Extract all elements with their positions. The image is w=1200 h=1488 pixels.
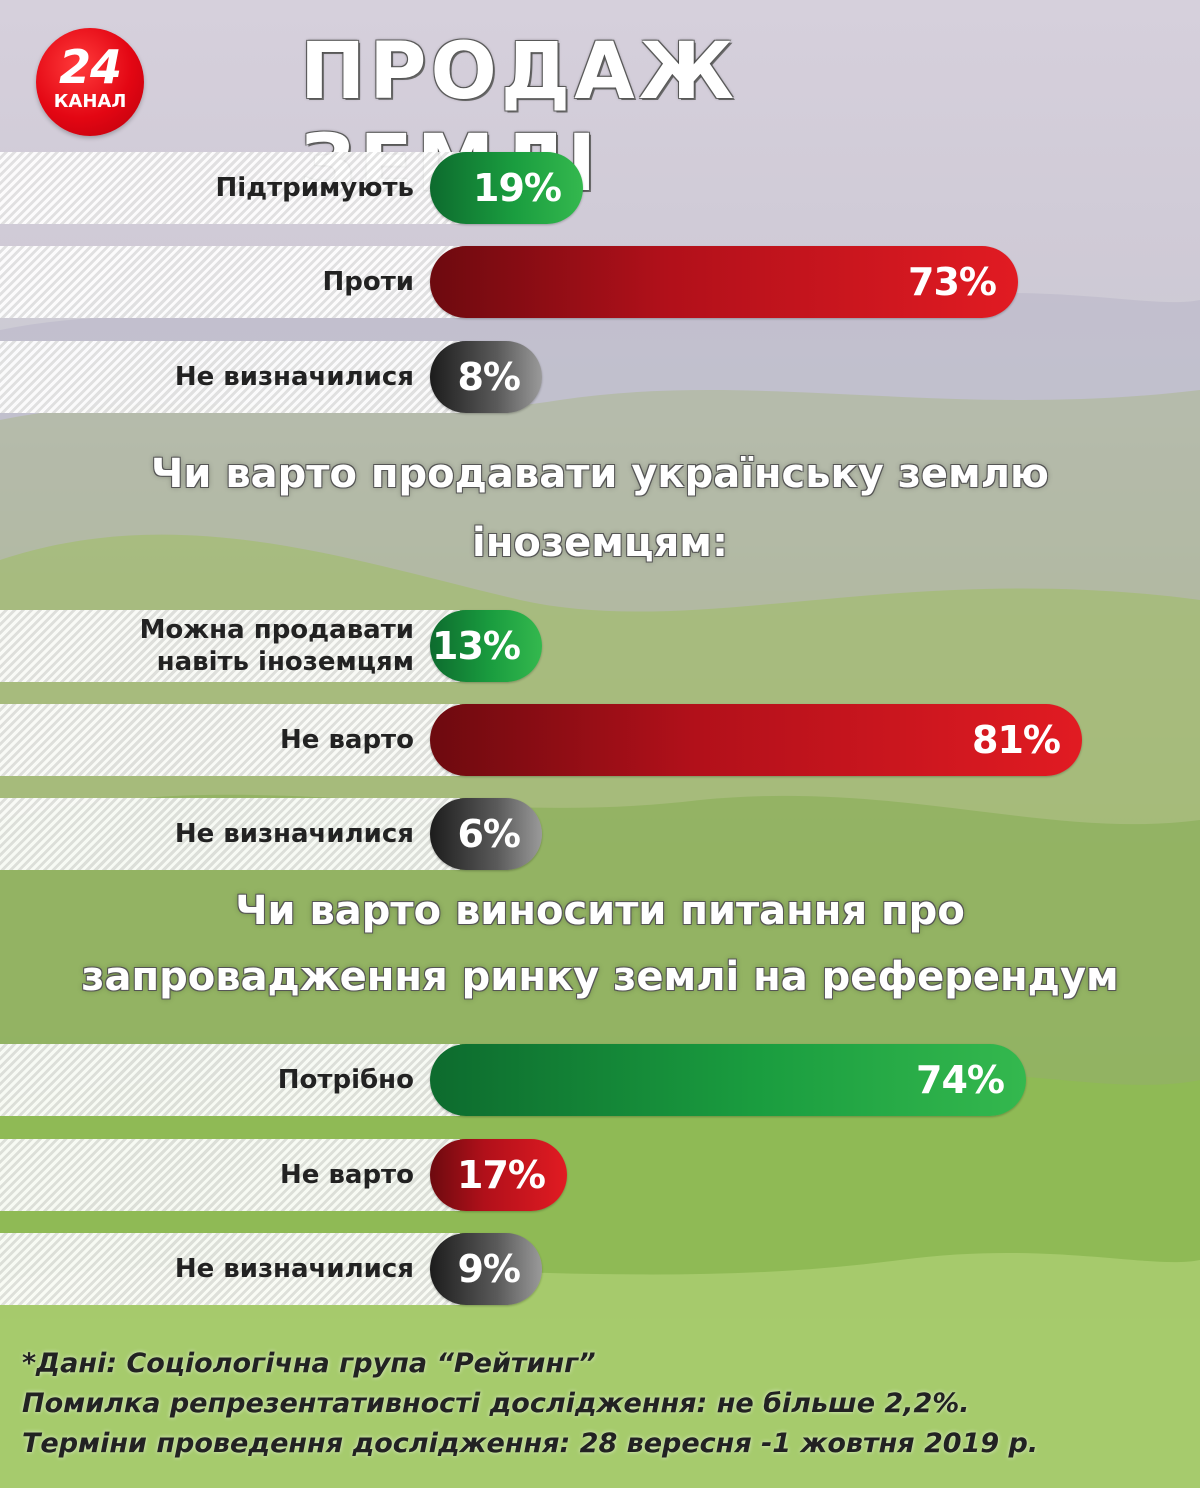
question-heading: Чи варто виносити питання про: [235, 888, 965, 934]
category-label: Не визначилися: [174, 1254, 414, 1284]
question-heading: запровадження ринку землі на референдум: [81, 954, 1119, 1000]
label-stripe: [0, 798, 460, 870]
value-label: 9%: [457, 1247, 521, 1291]
category-label-line: навіть іноземцям: [156, 647, 414, 677]
bar: 17%: [430, 1139, 567, 1211]
label-stripe: [0, 1233, 460, 1305]
bar: 9%: [430, 1233, 542, 1305]
bar-row: Не варто 81%: [0, 704, 1200, 776]
logo-text: КАНАЛ: [53, 91, 127, 112]
bar-row: Не варто 17%: [0, 1139, 1200, 1211]
footnote-line: Помилка репрезентативності дослідження: …: [22, 1388, 970, 1419]
label-stripe: [0, 341, 460, 413]
source-footnote: *Дані: Соціологічна група “Рейтинг” Поми…: [22, 1344, 1182, 1464]
bar-row: Не визначилися 9%: [0, 1233, 1200, 1305]
bar-row: Не визначилися 6%: [0, 798, 1200, 870]
value-label: 13%: [432, 624, 521, 668]
label-stripe: [0, 152, 460, 224]
bar-row: Не визначилися 8%: [0, 341, 1200, 413]
label-stripe: [0, 1139, 460, 1211]
label-stripe: [0, 610, 460, 682]
category-label: Не варто: [280, 725, 414, 755]
bar: 19%: [430, 152, 583, 224]
bar-row: Проти 73%: [0, 246, 1200, 318]
value-label: 73%: [908, 260, 997, 304]
label-stripe: [0, 704, 460, 776]
bar-row: Потрібно 74%: [0, 1044, 1200, 1116]
category-label: Підтримують: [215, 173, 414, 203]
category-label: Потрібно: [277, 1065, 414, 1095]
value-label: 6%: [457, 812, 521, 856]
category-label: Не визначилися: [174, 819, 414, 849]
question-heading: іноземцям:: [472, 520, 728, 566]
category-label: Не визначилися: [174, 362, 414, 392]
category-label-line: Можна продавати: [139, 615, 414, 645]
value-label: 81%: [972, 718, 1061, 762]
value-label: 17%: [457, 1153, 546, 1197]
category-label: Не варто: [280, 1160, 414, 1190]
question-heading: Чи варто продавати українську землю: [151, 451, 1049, 497]
bar-row: Можна продавати навіть іноземцям 13%: [0, 610, 1200, 682]
footnote-line: *Дані: Соціологічна група “Рейтинг”: [22, 1348, 596, 1379]
category-label: Проти: [322, 267, 414, 297]
bar: 73%: [430, 246, 1018, 318]
label-stripe: [0, 1044, 460, 1116]
logo-number: 24: [58, 40, 122, 94]
bar: 8%: [430, 341, 542, 413]
bar: 74%: [430, 1044, 1026, 1116]
channel-logo: 24 КАНАЛ: [36, 28, 144, 136]
bar-row: Підтримують 19%: [0, 152, 1200, 224]
label-stripe: [0, 246, 460, 318]
bar: 13%: [430, 610, 542, 682]
value-label: 8%: [457, 355, 521, 399]
bar: 6%: [430, 798, 542, 870]
value-label: 19%: [473, 166, 562, 210]
bar: 81%: [430, 704, 1082, 776]
category-label: Можна продавати навіть іноземцям: [140, 610, 414, 682]
footnote-line: Терміни проведення дослідження: 28 верес…: [22, 1428, 1039, 1459]
value-label: 74%: [916, 1058, 1005, 1102]
